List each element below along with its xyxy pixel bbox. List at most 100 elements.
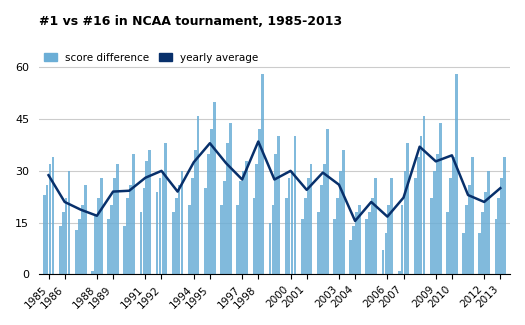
Bar	[310, 164, 312, 275]
Bar	[342, 150, 345, 275]
Bar	[204, 188, 207, 275]
Bar	[423, 116, 425, 275]
Bar	[256, 164, 258, 275]
Bar	[404, 171, 406, 275]
Bar	[258, 129, 261, 275]
Bar	[223, 181, 226, 275]
Bar	[188, 205, 191, 275]
Bar	[326, 129, 329, 275]
Bar	[352, 226, 355, 275]
Bar	[132, 154, 135, 275]
Bar	[317, 212, 320, 275]
Bar	[239, 181, 242, 275]
Bar	[210, 129, 213, 275]
Bar	[455, 74, 458, 275]
Bar	[261, 74, 264, 275]
Bar	[271, 205, 275, 275]
Bar	[503, 157, 506, 275]
Legend: score difference, yearly average: score difference, yearly average	[44, 53, 258, 63]
Bar	[127, 199, 129, 275]
Bar	[181, 171, 183, 275]
Bar	[191, 178, 194, 275]
Bar	[242, 171, 245, 275]
Bar	[100, 178, 103, 275]
Bar	[406, 143, 410, 275]
Bar	[229, 123, 232, 275]
Bar	[468, 185, 471, 275]
Bar	[59, 226, 61, 275]
Bar	[495, 219, 497, 275]
Bar	[307, 178, 310, 275]
Bar	[333, 219, 336, 275]
Bar	[197, 116, 200, 275]
Bar	[194, 150, 196, 275]
Bar	[253, 199, 255, 275]
Bar	[374, 178, 377, 275]
Text: #1 vs #16 in NCAA tournament, 1985-2013: #1 vs #16 in NCAA tournament, 1985-2013	[39, 15, 342, 28]
Bar	[446, 212, 449, 275]
Bar	[81, 205, 83, 275]
Bar	[487, 171, 490, 275]
Bar	[84, 185, 87, 275]
Bar	[68, 171, 70, 275]
Bar	[172, 212, 175, 275]
Bar	[365, 219, 368, 275]
Bar	[51, 157, 54, 275]
Bar	[49, 164, 51, 275]
Bar	[384, 233, 387, 275]
Bar	[91, 271, 94, 275]
Bar	[149, 150, 151, 275]
Bar	[465, 205, 468, 275]
Bar	[97, 199, 100, 275]
Bar	[236, 205, 239, 275]
Bar	[323, 164, 326, 275]
Bar	[419, 136, 423, 275]
Bar	[145, 161, 148, 275]
Bar	[107, 219, 110, 275]
Bar	[269, 223, 271, 275]
Bar	[498, 199, 500, 275]
Bar	[142, 188, 145, 275]
Bar	[414, 178, 417, 275]
Bar	[159, 178, 161, 275]
Bar	[220, 205, 223, 275]
Bar	[339, 171, 342, 275]
Bar	[336, 199, 339, 275]
Bar	[164, 143, 167, 275]
Bar	[481, 212, 484, 275]
Bar	[471, 157, 474, 275]
Bar	[175, 199, 177, 275]
Bar	[358, 205, 361, 275]
Bar	[75, 229, 78, 275]
Bar	[291, 171, 293, 275]
Bar	[436, 154, 438, 275]
Bar	[285, 199, 288, 275]
Bar	[433, 171, 436, 275]
Bar	[129, 185, 132, 275]
Bar	[430, 199, 433, 275]
Bar	[301, 219, 304, 275]
Bar	[401, 205, 403, 275]
Bar	[46, 185, 48, 275]
Bar	[226, 143, 229, 275]
Bar	[275, 154, 277, 275]
Bar	[213, 102, 216, 275]
Bar	[349, 240, 352, 275]
Bar	[439, 123, 442, 275]
Bar	[140, 212, 142, 275]
Bar	[123, 226, 126, 275]
Bar	[113, 178, 116, 275]
Bar	[43, 195, 46, 275]
Bar	[391, 178, 393, 275]
Bar	[162, 171, 164, 275]
Bar	[371, 199, 374, 275]
Bar	[449, 178, 452, 275]
Bar	[177, 185, 181, 275]
Bar	[478, 233, 481, 275]
Bar	[369, 212, 371, 275]
Bar	[288, 178, 290, 275]
Bar	[293, 136, 296, 275]
Bar	[417, 157, 419, 275]
Bar	[62, 212, 65, 275]
Bar	[355, 212, 358, 275]
